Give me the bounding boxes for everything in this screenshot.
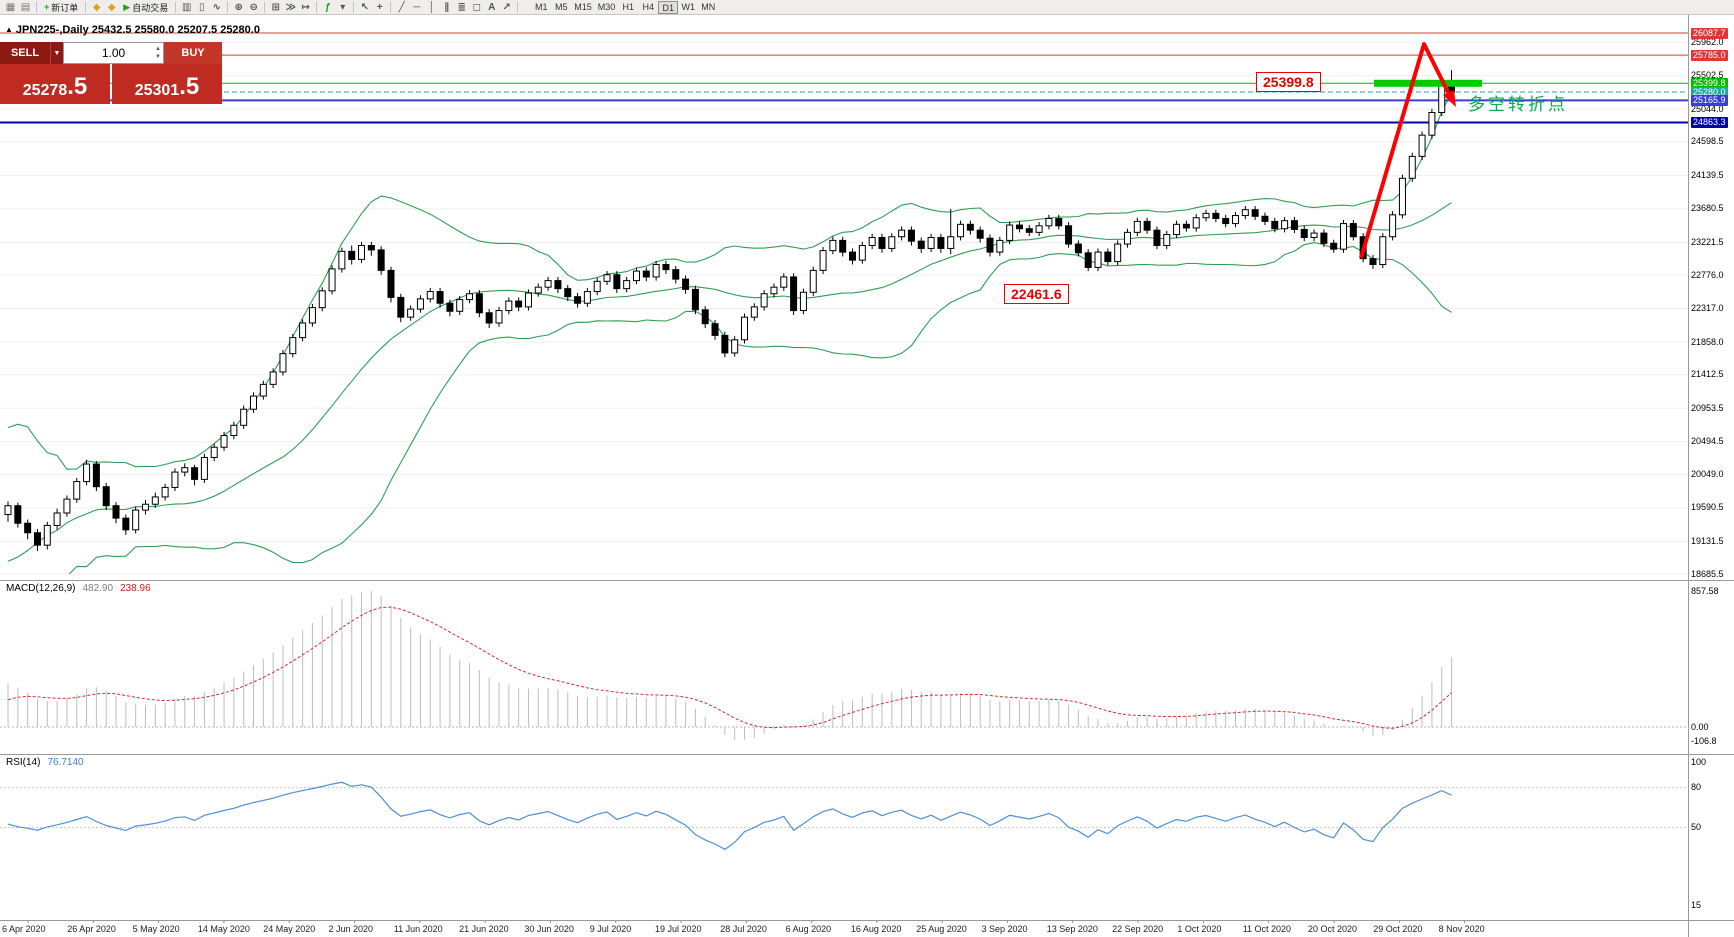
auto-scroll-icon[interactable]: ≫ — [285, 1, 296, 13]
red-arrow-head — [1443, 90, 1456, 107]
timeframe-d1[interactable]: D1 — [658, 0, 679, 14]
sell-price: 25278 — [22, 82, 68, 99]
metaeditor-icon[interactable]: ◆ — [92, 1, 101, 13]
timeframe-h4[interactable]: H4 — [642, 1, 654, 12]
price-axis[interactable] — [1688, 15, 1734, 920]
red-trend-arrow — [1359, 42, 1452, 259]
timeframe-m15[interactable]: M15 — [574, 1, 592, 12]
timeframe-m30[interactable]: M30 — [597, 1, 616, 12]
candles-icon[interactable]: ▯ — [198, 1, 205, 13]
rsi-indicator-label: RSI(14) 76.7140 — [6, 757, 84, 768]
indicators-dropdown-icon[interactable]: ▾ — [340, 1, 346, 13]
main-toolbar: ▦ ▤ + 新订单 ◆ ◆ ▶ 自动交易 ▥ ▯ ∿ ⊕ ⊖ ⊞ ≫ ↦ ƒ ▾ ↖ + ╱ ─ │ ∥ ≣ ◻ A ↗ M1 M5 M1… — [0, 0, 1734, 15]
macd-indicator-label: MACD(12,26,9) 482.90 238.96 — [6, 583, 151, 594]
fibonacci-icon[interactable]: ≣ — [457, 1, 466, 13]
annotation-layer — [1359, 42, 1482, 259]
candles-layer — [4, 70, 1456, 552]
new-chart-icon[interactable]: ▦ — [5, 1, 16, 13]
timeframe-h1[interactable]: H1 — [622, 1, 634, 12]
buy-price: 25301 — [134, 82, 180, 99]
text-icon[interactable]: A — [488, 1, 496, 13]
new-order-button[interactable]: + 新订单 — [44, 2, 79, 13]
toolbar-separator — [85, 1, 87, 13]
price-annotation-box-22461[interactable]: 22461.6 — [1004, 284, 1069, 304]
vertical-line-icon[interactable]: │ — [428, 1, 435, 13]
terminal-icon[interactable]: ◆ — [107, 1, 116, 13]
sell-price-button[interactable]: 25278.5 — [0, 64, 110, 104]
macd-panel-separator[interactable] — [0, 580, 1734, 581]
toolbar-separator — [316, 1, 318, 13]
crosshair-icon[interactable]: + — [376, 1, 383, 13]
timeframe-m5[interactable]: M5 — [554, 1, 568, 12]
sell-button[interactable]: SELL — [0, 42, 50, 64]
sell-dropdown-icon[interactable]: ▼ — [50, 42, 63, 64]
toolbar-separator — [390, 1, 392, 13]
indicator-layer — [0, 591, 1688, 851]
buy-price-button[interactable]: 25301.5 — [112, 64, 222, 104]
cursor-icon[interactable]: ↖ — [360, 1, 369, 13]
zoom-in-icon[interactable]: ⊕ — [234, 1, 243, 13]
volume-input[interactable]: 1.00 ▲ ▼ — [63, 42, 164, 64]
chart-shift-icon[interactable]: ↦ — [301, 1, 310, 13]
timeframe-m1[interactable]: M1 — [534, 1, 548, 12]
toolbar-separator — [517, 1, 519, 13]
toolbar-separator — [264, 1, 266, 13]
trendline-icon[interactable]: ╱ — [398, 1, 405, 13]
date-axis-separator — [0, 920, 1734, 921]
timeframe-w1[interactable]: W1 — [681, 1, 696, 12]
arrows-icon[interactable]: ↗ — [502, 1, 511, 13]
date-axis[interactable] — [0, 920, 1688, 937]
volume-value: 1.00 — [101, 46, 126, 60]
profiles-icon[interactable]: ▤ — [20, 1, 31, 13]
indicators-icon[interactable]: ƒ — [324, 1, 331, 13]
auto-trading-button[interactable]: ▶ 自动交易 — [123, 1, 169, 13]
symbol-marker-icon: ▲ — [5, 25, 13, 34]
bollinger-layer — [7, 92, 1452, 574]
horizontal-line-icon[interactable]: ─ — [413, 1, 421, 13]
toolbar-separator — [227, 1, 229, 13]
timeframe-toolbar: M1 M5 M15 M30 H1 H4 D1 W1 MN — [531, 0, 718, 14]
one-click-trading-panel: SELL ▼ 1.00 ▲ ▼ BUY 25278.5 25301.5 — [0, 42, 222, 104]
thick-green-level-line — [1374, 79, 1482, 87]
turning-point-note[interactable]: 多空转折点 — [1468, 95, 1568, 114]
price-axis-border — [1688, 15, 1689, 937]
toolbar-separator — [353, 1, 355, 13]
toolbar-separator — [36, 1, 37, 13]
zoom-out-icon[interactable]: ⊖ — [249, 1, 258, 13]
channel-icon[interactable]: ∥ — [444, 1, 450, 13]
shapes-icon[interactable]: ◻ — [472, 1, 481, 13]
line-chart-icon[interactable]: ∿ — [212, 1, 221, 13]
bars-icon[interactable]: ▥ — [181, 1, 192, 13]
tile-windows-icon[interactable]: ⊞ — [271, 1, 280, 13]
timeframe-mn[interactable]: MN — [701, 1, 716, 12]
buy-button[interactable]: BUY — [164, 42, 222, 64]
toolbar-separator — [175, 1, 177, 13]
rsi-panel-separator[interactable] — [0, 754, 1734, 755]
toolbar-icon-group: ▦ ▤ + 新订单 ◆ ◆ ▶ 自动交易 ▥ ▯ ∿ ⊕ ⊖ ⊞ ≫ ↦ ƒ ▾ ↖ + ╱ ─ │ ∥ ≣ ◻ A ↗ — [3, 1, 521, 14]
price-annotation-box-25399[interactable]: 25399.8 — [1256, 72, 1321, 92]
chart-title: ▲ JPN225-,Daily 25432.5 25580.0 25207.5 2… — [5, 24, 260, 36]
grid-layer — [0, 41, 1688, 923]
volume-spinner[interactable]: ▲ ▼ — [155, 46, 161, 60]
